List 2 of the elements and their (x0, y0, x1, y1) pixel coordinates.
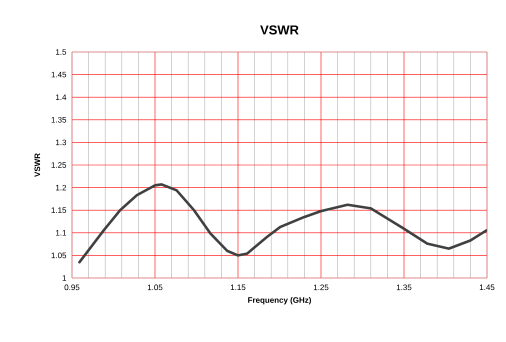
chart-title: VSWR (260, 25, 299, 34)
line-series (78, 183, 487, 264)
